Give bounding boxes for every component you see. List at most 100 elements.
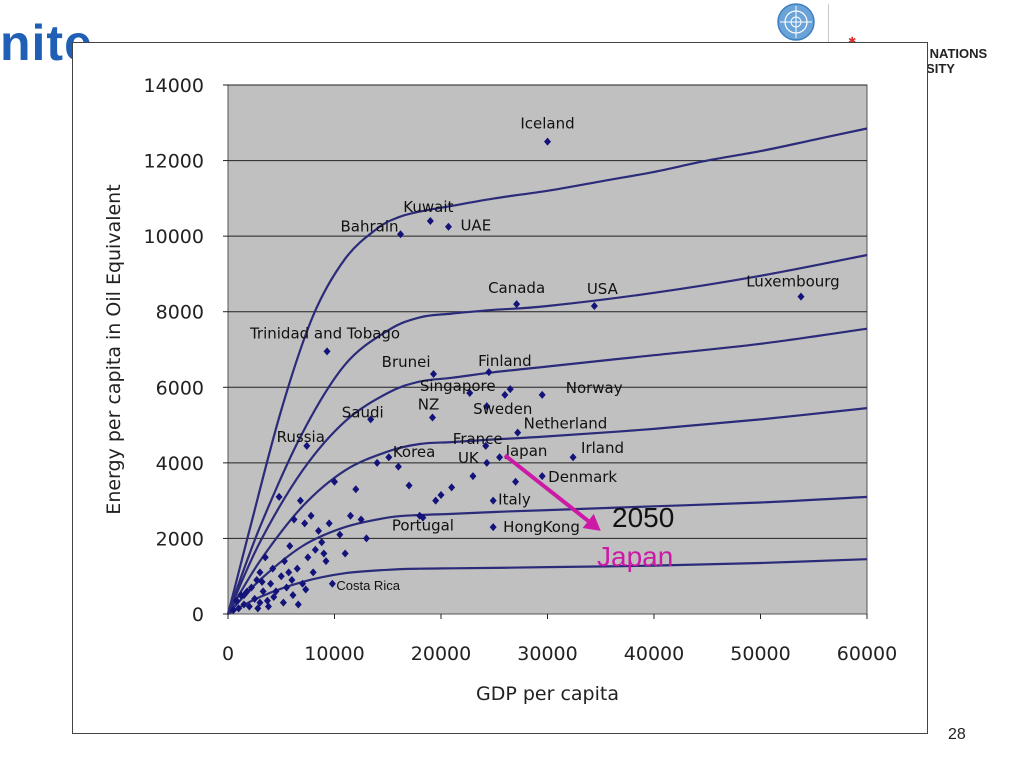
y-tick-label: 6000 [156,377,204,399]
point-label: Portugal [392,517,454,535]
data-point [251,594,259,603]
y-tick-label: 10000 [144,226,204,248]
data-point [437,490,445,499]
point-label: Saudi [342,403,384,421]
data-point [290,515,298,524]
point-label: Denmark [548,468,617,486]
data-point [288,575,296,584]
data-point [229,606,237,615]
data-point [263,596,271,605]
labeled-data-point [428,413,436,422]
point-label: France [453,430,503,448]
x-tick-label: 10000 [304,643,364,665]
labeled-data-point [514,428,522,437]
labeled-data-point [483,402,491,411]
data-point [357,515,365,524]
x-tick-label: 0 [222,643,234,665]
point-label: HongKong [503,518,580,536]
data-point [269,564,277,573]
axes: 0 2000 4000 6000 8000 10000 12000 14000 0 10000 20… [144,75,898,665]
point-label: Russia [277,428,325,446]
x-tick-label: 30000 [517,643,577,665]
point-label: Singapore [420,377,496,395]
data-point [325,519,333,528]
data-point [240,591,248,600]
data-point [336,530,344,539]
data-point [277,572,285,581]
page-number: 28 [948,726,966,743]
labeled-data-point [385,453,393,462]
data-point [448,483,456,492]
data-point [346,511,354,520]
labeled-data-point [513,300,521,309]
japan-2050-annotation: 2050 Japan [503,453,674,572]
point-label: Iceland [520,115,574,133]
data-point [506,385,514,394]
data-point [259,587,267,596]
x-tick-label: 60000 [837,643,897,665]
labeled-data-point [489,496,497,505]
labeled-data-point [483,458,491,467]
data-point [501,390,509,399]
point-label: Irland [581,439,624,457]
y-tick-label: 8000 [156,302,204,324]
point-label: Japan [505,442,548,460]
labeled-data-point [323,347,331,356]
data-point [240,600,248,609]
plot-area [227,84,868,615]
labeled-data-point [569,453,577,462]
x-axis-title: GDP per capita [476,683,619,705]
labeled-data-point [485,368,493,377]
point-label: Bahrain [340,217,398,235]
data-point [293,564,301,573]
data-point [289,591,297,600]
point-label: Kuwait [403,198,453,216]
data-point [432,496,440,505]
data-point [304,553,312,562]
data-point [261,553,269,562]
trend-curve [226,327,868,615]
point-label: UK [458,449,480,467]
data-point [341,549,349,558]
data-point [235,604,243,613]
trend-curve [227,407,868,615]
data-point [275,492,283,501]
data-point [247,583,255,592]
labeled-data-point [426,217,434,226]
data-point [258,577,266,586]
data-point [512,477,520,486]
data-point [285,568,293,577]
data-point [362,534,370,543]
data-point [301,519,309,528]
labeled-data-point [590,302,598,311]
point-label: Luxembourg [746,273,840,291]
data-point [373,458,381,467]
point-label: Korea [393,443,436,461]
data-point [280,557,288,566]
labeled-data-point [444,222,452,231]
labeled-data-point [430,370,438,379]
point-label: NZ [418,396,440,414]
data-point [322,557,330,566]
data-point [299,579,307,588]
labeled-data-point [397,230,405,239]
labeled-data-point [489,523,497,532]
data-point [264,602,272,611]
y-tick-label: 2000 [156,528,204,550]
point-labels: Iceland Kuwait UAE Bahrain Canada USA Luxembou… [249,115,840,593]
y-tick-label: 12000 [144,151,204,173]
labeled-data-point [419,513,427,522]
point-label: Canada [488,279,545,297]
data-point [294,600,302,609]
data-point [311,545,319,554]
un-emblem-icon [777,3,815,41]
data-point [253,575,261,584]
x-tick-label: 50000 [730,643,790,665]
data-point [302,585,310,594]
data-point [394,462,402,471]
point-label: Finland [478,352,532,370]
data-point [256,568,264,577]
trend-curve [226,127,868,615]
data-point [318,538,326,547]
trend-curve [227,495,868,615]
